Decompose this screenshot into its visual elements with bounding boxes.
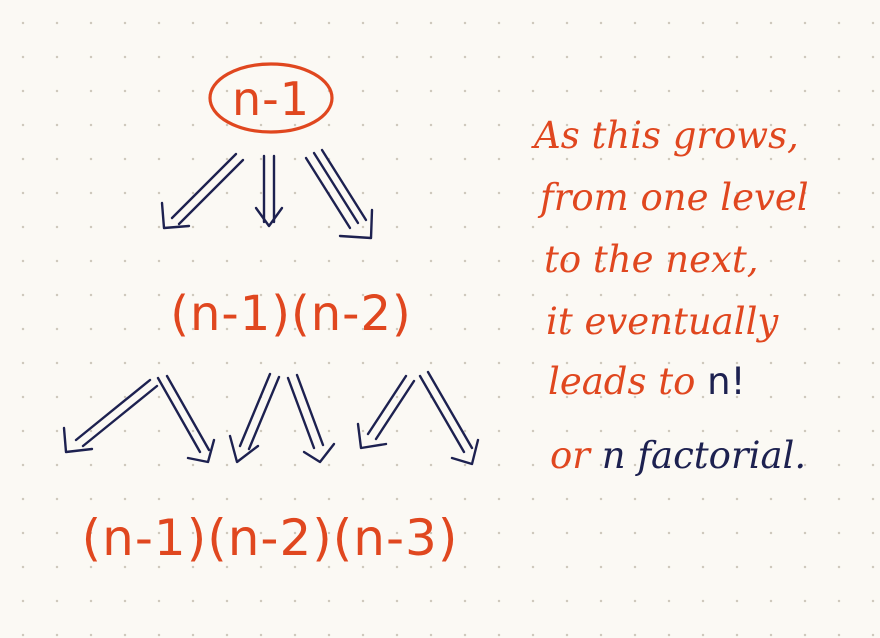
note-line-6-navy-n: n xyxy=(602,434,638,477)
explanation-note: As this grows, from one level to the nex… xyxy=(531,114,809,477)
note-line-1: As this grows, xyxy=(531,114,799,157)
top-arrows xyxy=(160,148,374,240)
arrow-mid1-right xyxy=(156,374,216,464)
bottom-node: (n-1)(n-2)(n-3) xyxy=(82,509,459,567)
note-line-4: it eventually xyxy=(546,300,779,343)
arrow-top-left xyxy=(160,152,245,230)
arrow-mid1-left xyxy=(62,378,159,454)
arrow-mid2-right xyxy=(286,373,336,464)
top-node-circle xyxy=(208,62,334,134)
note-line-6-navy-rest: factorial. xyxy=(634,434,806,477)
note-line-5-navy: n! xyxy=(707,360,745,403)
note-line-6: or n factorial. xyxy=(550,434,806,477)
arrow-mid3-left xyxy=(356,374,416,450)
note-line-3: to the next, xyxy=(544,238,758,281)
bottom-node-label: (n-1)(n-2)(n-3) xyxy=(82,509,459,567)
arrow-mid3-right xyxy=(418,370,480,466)
arrow-mid2-left xyxy=(228,372,281,464)
arrow-top-center xyxy=(254,154,284,228)
middle-node: (n-1)(n-2) xyxy=(170,286,411,342)
middle-node-label: (n-1)(n-2) xyxy=(170,286,411,342)
note-line-2: from one level xyxy=(537,176,809,219)
top-node: n-1 xyxy=(208,62,334,134)
middle-arrows xyxy=(62,370,480,466)
note-line-5: leads to n! xyxy=(548,360,745,403)
note-line-6-red: or xyxy=(550,434,602,477)
top-node-label: n-1 xyxy=(232,72,310,126)
arrow-top-right xyxy=(304,148,374,240)
note-line-5-red: leads to xyxy=(548,360,707,403)
